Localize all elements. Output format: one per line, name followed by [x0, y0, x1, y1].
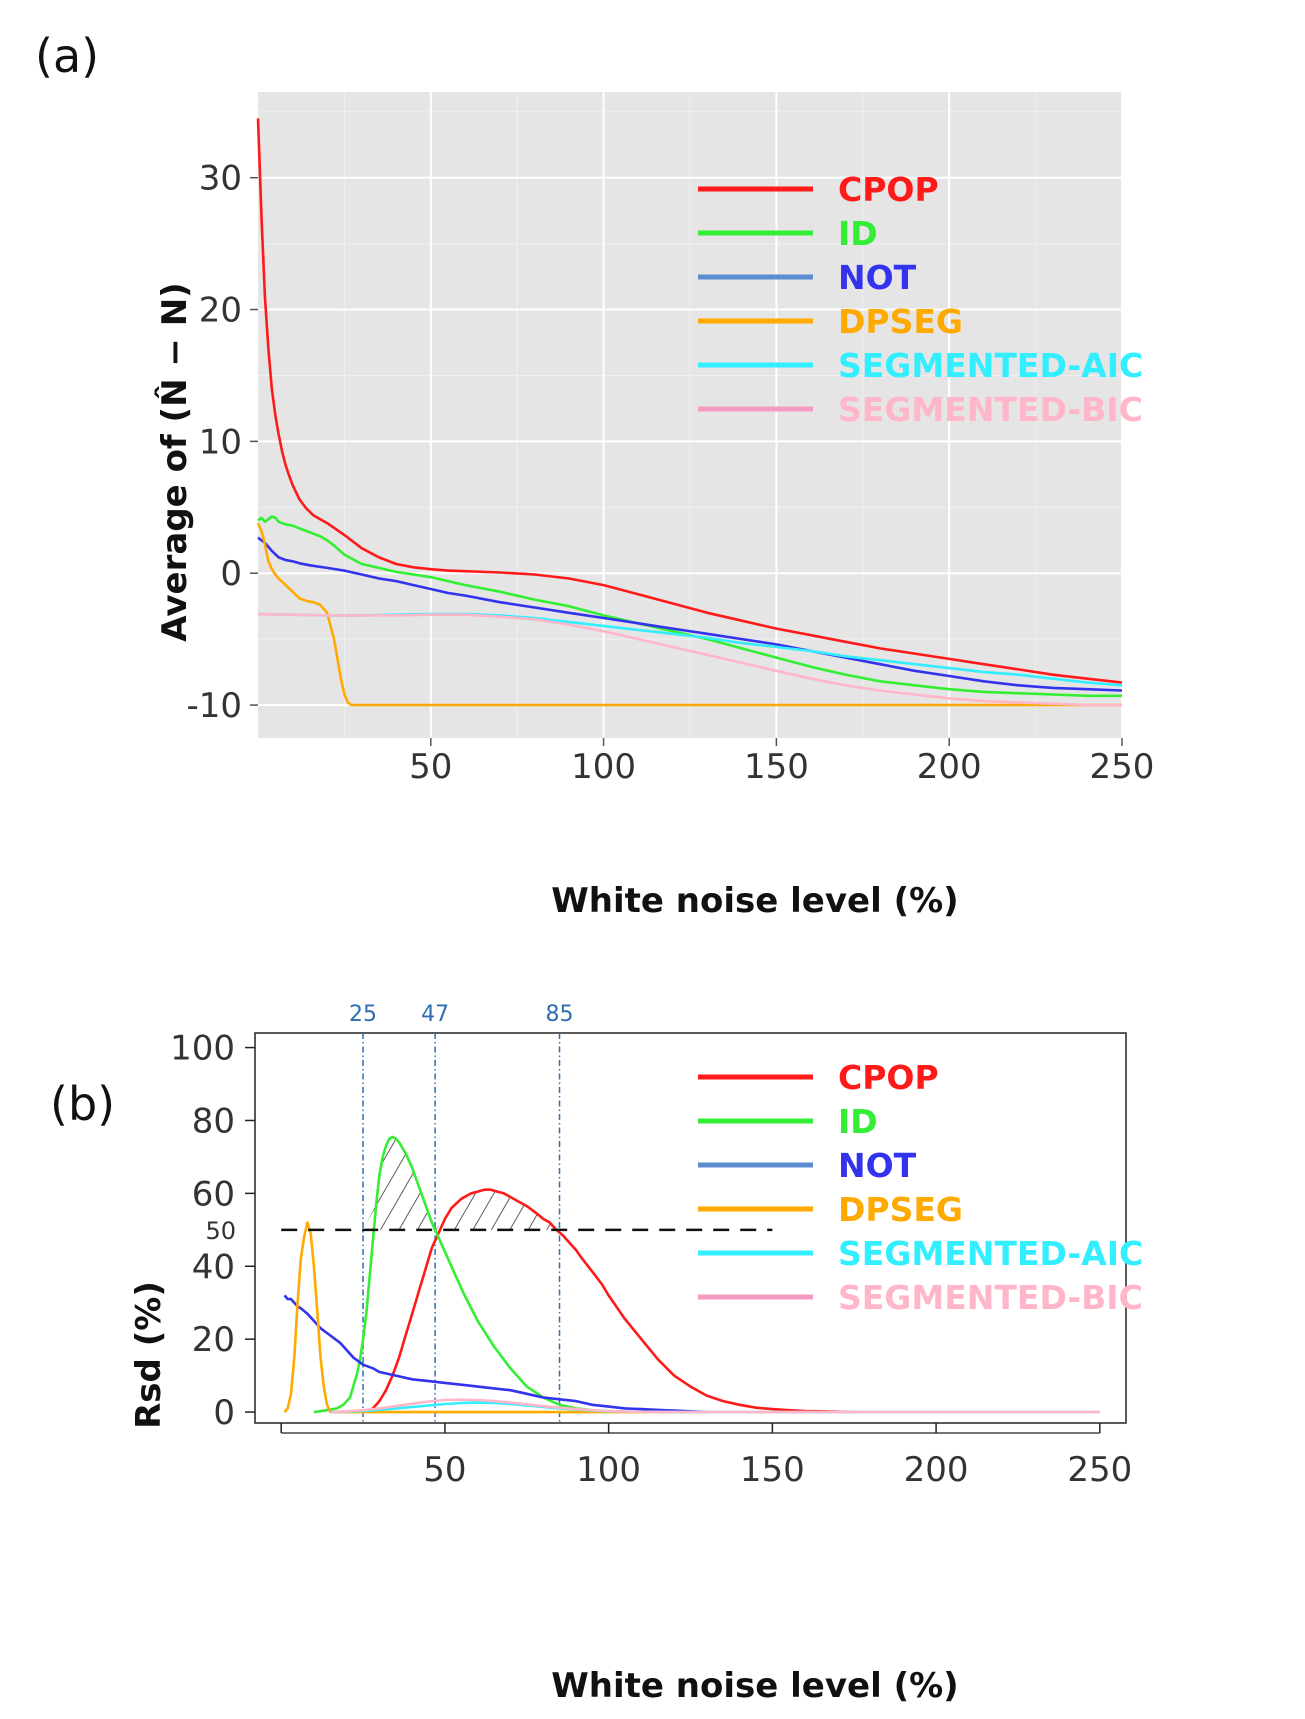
legend-segmented-bic-label: SEGMENTED-BIC: [838, 390, 1143, 429]
y-tick-label: 0: [220, 554, 242, 594]
panel-b-y-axis-title: Rsd (%): [129, 1281, 169, 1429]
panel-a-gridlines: [258, 92, 1123, 738]
series-segmented-aic-line: [330, 1401, 1100, 1414]
panel-b-plot-frame: [254, 1032, 1127, 1424]
legend-segmented-aic-label: SEGMENTED-AIC: [838, 346, 1143, 385]
x-tick-label: 50: [409, 747, 452, 787]
legend-id-label: ID: [838, 214, 878, 253]
y-tick-label: 60: [192, 1174, 235, 1214]
x-tick-label: 150: [744, 747, 809, 787]
y-tick-label: 80: [192, 1101, 235, 1141]
legend-segmented-bic-label: SEGMENTED-BIC: [838, 1278, 1143, 1317]
panel-a-y-ticks: -10 0 10 20 30: [186, 159, 258, 726]
series-id-line: [257, 515, 1122, 698]
legend-not-label: NOT: [838, 258, 917, 297]
vertical-marker-label: 25: [349, 1002, 377, 1027]
vertical-marker-label: 85: [546, 1002, 574, 1027]
panel-a-x-ticks: 50 100 150 200 250: [409, 738, 1154, 787]
vertical-marker-label: 47: [421, 1002, 449, 1027]
y-tick-label: -10: [186, 686, 242, 726]
legend-dpseg-label: DPSEG: [838, 302, 963, 341]
legend-id-label: ID: [838, 1102, 878, 1141]
series-dpseg-line: [256, 522, 1122, 707]
x-tick-label: 200: [904, 1450, 969, 1490]
panel-b-threshold: 50: [205, 1217, 773, 1245]
panel-b-y-ticks: 0 20 40 60 80 100: [170, 1029, 255, 1433]
x-tick-label: 200: [917, 747, 982, 787]
legend-segmented-aic-label: SEGMENTED-AIC: [838, 1234, 1143, 1273]
panel-b-hatched-areas: [363, 1136, 560, 1230]
x-tick-label: 50: [423, 1450, 466, 1490]
x-tick-label: 250: [1090, 747, 1155, 787]
series-cpop-line: [365, 1188, 855, 1414]
series-cpop-line: [256, 118, 1123, 684]
y-tick-label: 20: [192, 1320, 235, 1360]
panel-b: (b) 25 47 85 50 0 20 40 60 80 100 50 100 150 200 25…: [50, 1002, 1143, 1706]
hatch-cpop: [435, 1189, 560, 1230]
y-tick-label: 30: [199, 159, 242, 199]
threshold-label: 50: [205, 1217, 236, 1245]
series-segmented-bic-line: [330, 1398, 1100, 1414]
legend-dpseg-label: DPSEG: [838, 1190, 963, 1229]
legend-cpop-label: CPOP: [838, 1058, 939, 1097]
panel-b-x-ticks: 50 100 150 200 250: [280, 1423, 1132, 1490]
series-id-line: [313, 1135, 609, 1414]
y-tick-label: 10: [199, 422, 242, 462]
panel-a-x-axis-title: White noise level (%): [551, 881, 958, 921]
panel-b-label: (b): [50, 1077, 115, 1131]
y-tick-label: 20: [199, 291, 242, 331]
series-segmented-bic-line: [257, 612, 1122, 707]
y-tick-label: 100: [170, 1029, 235, 1069]
x-tick-label: 150: [740, 1450, 805, 1490]
panel-a-series: [256, 118, 1123, 707]
panel-b-legend: CPOP ID NOT DPSEG SEGMENTED-AIC SEGMENTED-BIC: [698, 1058, 1143, 1317]
panel-a-label: (a): [35, 29, 99, 83]
hatch-id: [363, 1136, 436, 1230]
legend-not-label: NOT: [838, 1146, 917, 1185]
y-tick-label: 40: [192, 1247, 235, 1287]
panel-a-y-axis-title: Average of (N̂ − N): [154, 282, 195, 641]
panel-a: (a) -10 0 10 20 30 50 100 150 200 250 White nois…: [35, 29, 1154, 921]
series-dpseg-line: [283, 1221, 675, 1414]
x-tick-label: 100: [571, 747, 636, 787]
legend-cpop-label: CPOP: [838, 170, 939, 209]
series-not-line: [257, 536, 1123, 692]
x-tick-label: 250: [1067, 1450, 1132, 1490]
panel-a-legend: CPOP ID NOT DPSEG SEGMENTED-AIC SEGMENTED-BIC: [698, 170, 1143, 429]
panel-b-x-axis-title: White noise level (%): [551, 1666, 958, 1706]
series-not-line: [283, 1294, 707, 1414]
x-tick-label: 100: [576, 1450, 641, 1490]
y-tick-label: 0: [213, 1393, 235, 1433]
panel-b-series: [283, 1135, 1100, 1414]
